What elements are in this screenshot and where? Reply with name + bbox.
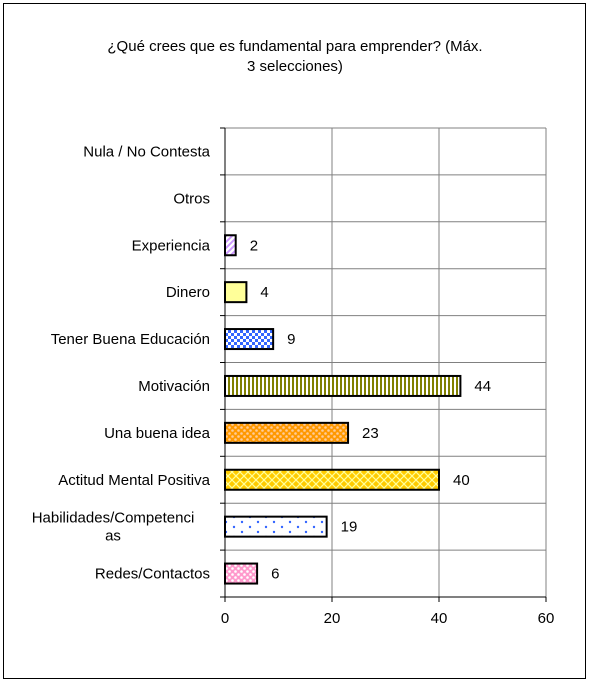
data-label: 23 xyxy=(362,425,379,442)
chart-frame xyxy=(3,3,586,679)
data-label: 19 xyxy=(341,519,358,536)
category-label: Motivación xyxy=(138,378,210,395)
bar xyxy=(224,562,259,585)
x-tick-label: 60 xyxy=(538,610,555,627)
category-label: Redes/Contactos xyxy=(95,566,210,583)
bar-layer xyxy=(224,234,462,585)
data-label: 2 xyxy=(250,237,258,254)
data-label: 4 xyxy=(260,284,268,301)
category-label: Otros xyxy=(173,190,210,207)
category-label: Tener Buena Educación xyxy=(51,331,210,348)
bar xyxy=(224,468,440,491)
data-label: 44 xyxy=(474,378,491,395)
grid-layer xyxy=(225,127,547,598)
chart-title-line-1: ¿Qué crees que es fundamental para empre… xyxy=(107,38,483,55)
bar xyxy=(224,421,350,444)
category-label: Dinero xyxy=(166,284,210,301)
bar xyxy=(224,281,248,304)
bar xyxy=(224,328,275,351)
category-label: Nula / No Contesta xyxy=(83,143,210,160)
x-tick-label: 20 xyxy=(324,610,341,627)
bar xyxy=(224,515,328,538)
category-label: Una buena idea xyxy=(104,425,211,442)
x-tick-label: 0 xyxy=(221,610,229,627)
category-label: Habilidades/Competenci xyxy=(32,510,195,527)
data-label: 6 xyxy=(271,566,279,583)
data-label: 9 xyxy=(287,331,295,348)
bar xyxy=(224,234,237,257)
x-tick-label: 40 xyxy=(431,610,448,627)
category-label: Actitud Mental Positiva xyxy=(58,472,210,489)
label-layer: Nula / No Contesta Otros 2 Experiencia 4 Dine… xyxy=(32,143,555,627)
chart-title-line-2: 3 selecciones) xyxy=(247,58,343,75)
category-label: Experiencia xyxy=(132,237,211,254)
bar xyxy=(224,374,462,397)
data-label: 40 xyxy=(453,472,470,489)
category-label: as xyxy=(105,528,121,545)
axis-layer xyxy=(220,127,547,602)
